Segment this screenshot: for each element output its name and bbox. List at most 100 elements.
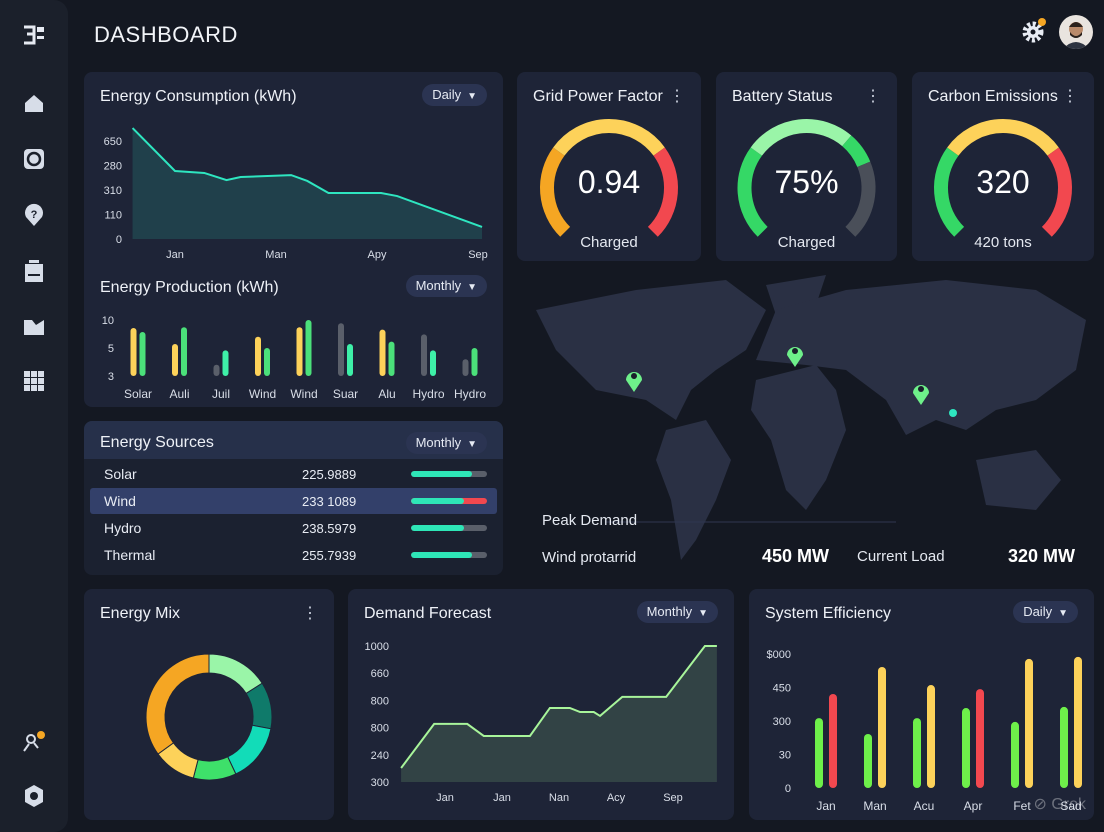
gauge-caption: 420 tons — [974, 234, 1032, 251]
bar — [976, 689, 984, 788]
gauge-arc — [540, 119, 678, 237]
gauge-arc — [934, 119, 1072, 237]
location-pin-icon[interactable] — [624, 367, 644, 398]
more-options-icon[interactable]: ⋮ — [669, 88, 685, 105]
source-row[interactable]: Thermal 255.7939 — [90, 542, 497, 568]
gauge-segment — [540, 147, 571, 237]
bar — [471, 348, 478, 376]
chevron-down-icon: ▼ — [467, 282, 477, 293]
source-name: Thermal — [104, 547, 156, 563]
x-tick-label: Sep — [468, 249, 488, 261]
forecast-period-dropdown[interactable]: Monthly ▼ — [636, 601, 718, 623]
consumption-title: Energy Consumption (kWh) — [100, 88, 297, 105]
help-pin-icon[interactable]: ? — [22, 203, 46, 227]
sources-period-dropdown[interactable]: Monthly ▼ — [405, 432, 487, 454]
energy-sources-card: Energy Sources Monthly ▼ Solar 225.9889 W… — [84, 421, 503, 575]
bar — [829, 693, 837, 788]
document-icon[interactable] — [22, 259, 46, 283]
bar — [1011, 721, 1019, 788]
gauge-value: 75% — [774, 164, 839, 200]
source-row[interactable]: Hydro 238.5979 — [90, 515, 497, 541]
x-tick-label: Solar — [124, 387, 152, 401]
source-row[interactable]: Wind 233 1089 — [90, 488, 497, 514]
user-alert-icon[interactable] — [22, 730, 46, 754]
bar — [1060, 706, 1068, 788]
demand-forecast-card: Demand Forecast Monthly ▼ 300 240 800 800 660… — [348, 589, 734, 820]
shield-settings-icon[interactable] — [22, 784, 46, 808]
svg-text:?: ? — [31, 209, 38, 221]
chevron-down-icon: ▼ — [467, 91, 477, 102]
bar — [462, 359, 469, 376]
source-progress-bar — [411, 525, 487, 531]
home-icon[interactable] — [22, 91, 46, 115]
y-tick-label: 800 — [371, 695, 389, 707]
source-value: 233 1089 — [302, 494, 357, 509]
donut-slice — [192, 756, 237, 781]
gauge-card: Carbon Emissions ⋮ 320 420 tons — [912, 72, 1094, 261]
dropdown-label: Monthly — [415, 435, 462, 450]
bar — [379, 329, 386, 376]
x-tick-label: Wind — [249, 387, 276, 401]
gear-icon[interactable] — [1020, 18, 1046, 49]
world-map[interactable]: Peak Demand Wind protarrid 450 MW Curren… — [516, 270, 1094, 580]
gauge-segment — [647, 147, 678, 237]
folder-icon[interactable] — [22, 315, 46, 339]
x-tick-label: Apr — [964, 799, 983, 813]
gauge-caption: Charged — [580, 234, 638, 251]
area-fill — [132, 128, 483, 239]
circle-icon[interactable] — [22, 147, 46, 171]
wind-label: Wind protarrid — [542, 549, 637, 566]
gauge-value: 0.94 — [577, 164, 641, 200]
logo-icon[interactable] — [22, 23, 46, 47]
y-tick-label: 450 — [773, 683, 791, 695]
progress-fill — [411, 498, 465, 504]
gauge-segment — [1041, 147, 1072, 237]
bar — [815, 718, 823, 788]
forecast-title: Demand Forecast — [364, 605, 492, 622]
gauge-title: Battery Status — [732, 88, 833, 105]
gauge-value: 320 — [976, 164, 1030, 200]
consumption-period-dropdown[interactable]: Daily ▼ — [422, 84, 487, 106]
x-tick-label: Man — [863, 799, 886, 813]
more-options-icon[interactable]: ⋮ — [865, 88, 881, 105]
more-options-icon[interactable]: ⋮ — [1062, 88, 1078, 105]
x-tick-label: Hydro — [454, 387, 486, 401]
location-pin-icon[interactable] — [911, 380, 931, 411]
bar — [338, 323, 344, 376]
gauge-title: Grid Power Factor — [533, 88, 663, 105]
dropdown-label: Daily — [1023, 604, 1053, 619]
dropdown-label: Monthly — [415, 278, 462, 293]
location-pin-icon[interactable] — [785, 342, 805, 373]
bar — [347, 344, 353, 376]
y-tick-label: 660 — [371, 668, 389, 680]
x-tick-label: Hydro — [412, 387, 444, 401]
more-options-icon[interactable]: ⋮ — [302, 605, 318, 622]
y-tick-label: 3 — [108, 371, 114, 383]
y-tick-label: 310 — [104, 185, 122, 197]
map-hotspot[interactable] — [949, 409, 957, 417]
bar — [1074, 656, 1082, 788]
source-value: 238.5979 — [302, 521, 357, 536]
gauge-segment — [845, 161, 876, 237]
world-map-graphic — [536, 275, 1086, 560]
source-name: Hydro — [104, 520, 142, 536]
y-tick-label: 300 — [773, 716, 791, 728]
production-period-dropdown[interactable]: Monthly ▼ — [405, 275, 487, 297]
page-title: DASHBOARD — [94, 22, 238, 47]
bar — [213, 364, 220, 376]
series-line — [400, 645, 717, 769]
source-value: 225.9889 — [302, 467, 357, 482]
donut-slice — [208, 653, 263, 695]
x-tick-label: Acy — [607, 792, 626, 804]
notification-badge — [1038, 18, 1046, 26]
energy-mix-title: Energy Mix — [100, 605, 181, 622]
efficiency-period-dropdown[interactable]: Daily ▼ — [1013, 601, 1078, 623]
x-tick-label: Acu — [914, 799, 935, 813]
avatar[interactable] — [1059, 15, 1093, 49]
x-tick-label: Sep — [663, 792, 683, 804]
grid-icon[interactable] — [22, 369, 46, 393]
source-row[interactable]: Solar 225.9889 — [90, 461, 497, 487]
bar — [264, 348, 270, 376]
gauge-segment — [750, 119, 852, 156]
x-tick-label: Juil — [212, 387, 230, 401]
